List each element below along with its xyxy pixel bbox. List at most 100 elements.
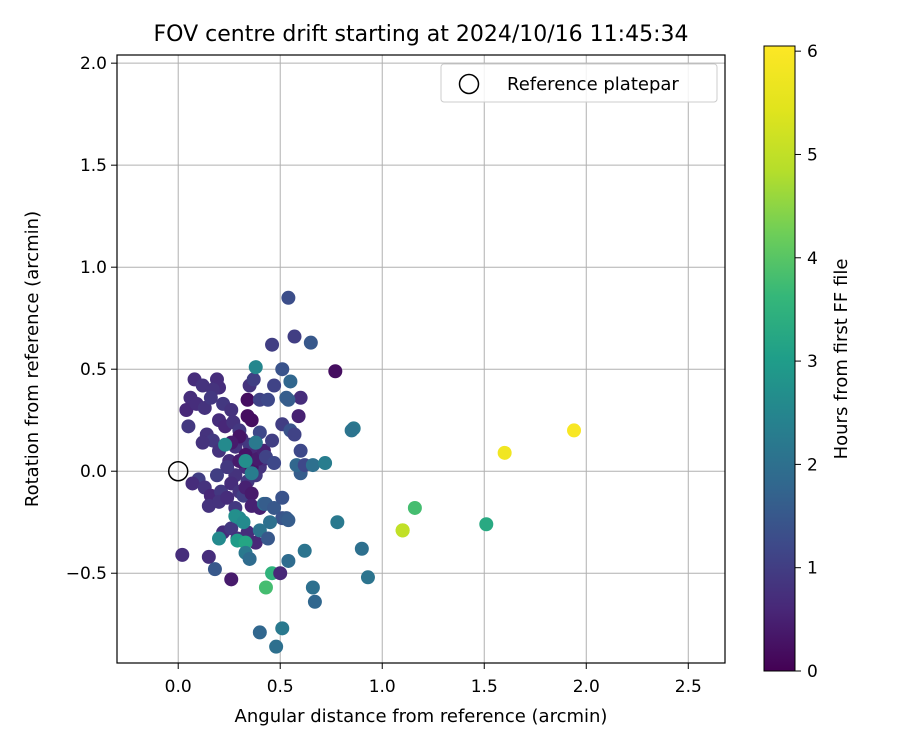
data-point [293, 443, 308, 458]
colorbar-label: Hours from first FF file [831, 259, 852, 460]
data-point [330, 515, 345, 530]
x-tick-label: 1.5 [471, 677, 498, 697]
data-point [212, 531, 227, 546]
data-point [248, 360, 263, 375]
data-point [265, 337, 280, 352]
data-point [318, 456, 333, 471]
data-point [305, 458, 320, 473]
data-point [201, 549, 216, 564]
y-tick-label: 2.0 [80, 54, 107, 74]
x-tick-label: 1.0 [369, 677, 396, 697]
data-point [275, 621, 290, 636]
data-point [267, 378, 282, 393]
data-point [263, 515, 278, 530]
data-point [244, 466, 259, 481]
data-point [240, 392, 255, 407]
data-point [220, 460, 235, 475]
y-axis-label: Rotation from reference (arcmin) [22, 211, 43, 507]
data-point [395, 523, 410, 538]
data-point [297, 543, 312, 558]
data-point [218, 437, 233, 452]
data-point [287, 329, 302, 344]
data-point [407, 500, 422, 515]
data-point [236, 515, 251, 530]
colorbar-tick-label: 5 [807, 145, 818, 165]
legend-marker [458, 73, 480, 95]
data-point [267, 500, 282, 515]
data-point [244, 413, 259, 428]
data-point [179, 403, 194, 418]
data-point [258, 580, 273, 595]
y-tick-label: 0.0 [80, 462, 107, 482]
data-points [175, 290, 582, 654]
data-point [267, 456, 282, 471]
colorbar-ticks: 0 1 2 3 4 5 6 [795, 42, 818, 682]
data-point [281, 513, 296, 528]
data-point [185, 476, 200, 491]
data-point [197, 400, 212, 415]
data-point [175, 547, 190, 562]
colorbar-tick-label: 3 [807, 352, 818, 372]
data-point [273, 566, 288, 581]
data-point [265, 433, 280, 448]
legend-box [440, 63, 718, 103]
data-point [287, 427, 302, 442]
legend-label: Reference platepar [507, 74, 679, 95]
x-tick-label: 0.0 [165, 677, 192, 697]
data-point [238, 454, 253, 469]
y-tick-label: 0.5 [80, 360, 107, 380]
data-point [360, 570, 375, 585]
x-tick-label: 2.0 [573, 677, 600, 697]
colorbar-tick-label: 4 [807, 249, 818, 269]
data-point [275, 490, 290, 505]
x-axis-label: Angular distance from reference (arcmin) [235, 706, 608, 727]
x-axis: 0.0 0.5 1.0 1.5 2.0 2.5 [165, 663, 702, 697]
data-point [307, 594, 322, 609]
data-point [224, 521, 239, 536]
reference-point-marker [167, 460, 189, 482]
data-point [209, 468, 224, 483]
data-point [248, 435, 263, 450]
data-point [181, 419, 196, 434]
data-point [303, 335, 318, 350]
data-point [238, 535, 253, 550]
y-axis: −0.5 0.0 0.5 1.0 1.5 2.0 [66, 54, 117, 584]
data-point [283, 374, 298, 389]
data-point [281, 553, 296, 568]
data-point [279, 390, 294, 405]
colorbar-tick-label: 6 [807, 42, 818, 62]
data-point [344, 423, 359, 438]
data-point [260, 392, 275, 407]
data-point [269, 639, 284, 654]
data-point [567, 423, 582, 438]
data-point [479, 517, 494, 532]
grid-lines [117, 55, 725, 663]
data-point [244, 486, 259, 501]
x-tick-label: 2.5 [675, 677, 702, 697]
data-point [293, 390, 308, 405]
data-point [252, 625, 267, 640]
chart-title: FOV centre drift starting at 2024/10/16 … [154, 22, 689, 47]
y-tick-label: 1.5 [80, 156, 107, 176]
colorbar-tick-label: 1 [807, 559, 818, 579]
colorbar-tick-label: 2 [807, 455, 818, 475]
data-point [248, 535, 263, 550]
data-point [207, 562, 222, 577]
legend: Reference platepar [440, 63, 718, 103]
data-point [497, 445, 512, 460]
y-tick-label: 1.0 [80, 258, 107, 278]
data-point [220, 490, 235, 505]
y-tick-label: −0.5 [66, 564, 107, 584]
x-tick-label: 0.5 [267, 677, 294, 697]
data-point [291, 409, 306, 424]
colorbar [763, 45, 796, 672]
data-point [328, 364, 343, 379]
data-point [203, 390, 218, 405]
data-point [275, 362, 290, 377]
data-point [246, 372, 261, 387]
data-point [224, 403, 239, 418]
colorbar-tick-label: 0 [807, 662, 818, 682]
data-point [354, 541, 369, 556]
data-point [195, 435, 210, 450]
